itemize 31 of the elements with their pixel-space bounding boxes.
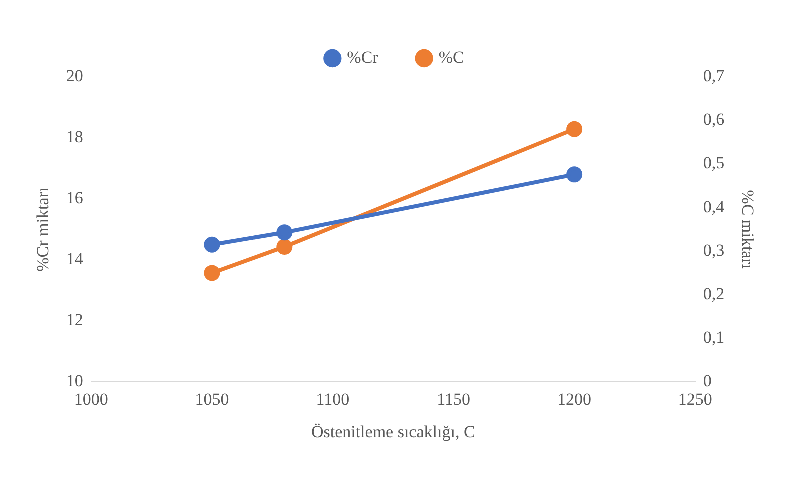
y2-tick-label: 0,4: [703, 197, 726, 216]
point: [204, 236, 220, 253]
x-tick-label: 1000: [74, 390, 108, 409]
point: [204, 265, 220, 282]
x-tick-label: 1100: [316, 390, 350, 409]
y-tick-label: 12: [66, 310, 84, 330]
x-tick-label: 1250: [678, 390, 712, 409]
y-tick-label: 20: [66, 66, 84, 86]
x-tick-label: 1150: [437, 390, 470, 409]
legend-label: %Cr: [347, 48, 379, 67]
y2-tick-label: 0,3: [703, 240, 725, 260]
y-axis-title: %Cr miktarı: [34, 187, 53, 272]
y2-tick-label: 0,6: [703, 110, 725, 130]
y-tick-label: 14: [66, 250, 84, 269]
y-tick-label: 18: [66, 128, 84, 147]
x-tick-label: 1200: [558, 390, 592, 409]
y-tick-label: 16: [66, 188, 84, 208]
y2-tick-label: 0,5: [703, 154, 725, 173]
y2-tick-label: 0,1: [703, 328, 725, 348]
x-axis-title: Östenitleme sıcaklığı, C: [311, 422, 476, 442]
y2-tick-label: 0: [703, 372, 712, 391]
point: [566, 121, 583, 138]
legend-label: %C: [438, 48, 464, 67]
y-tick-label: 10: [66, 372, 84, 391]
point: [276, 224, 293, 241]
y2-tick-label: 0,7: [703, 66, 726, 86]
point: [276, 239, 293, 256]
x-tick-label: 1050: [195, 390, 230, 409]
y2-axis-title: %C miktarı: [738, 190, 758, 270]
point: [566, 166, 583, 183]
y2-tick-label: 0,2: [703, 284, 725, 304]
